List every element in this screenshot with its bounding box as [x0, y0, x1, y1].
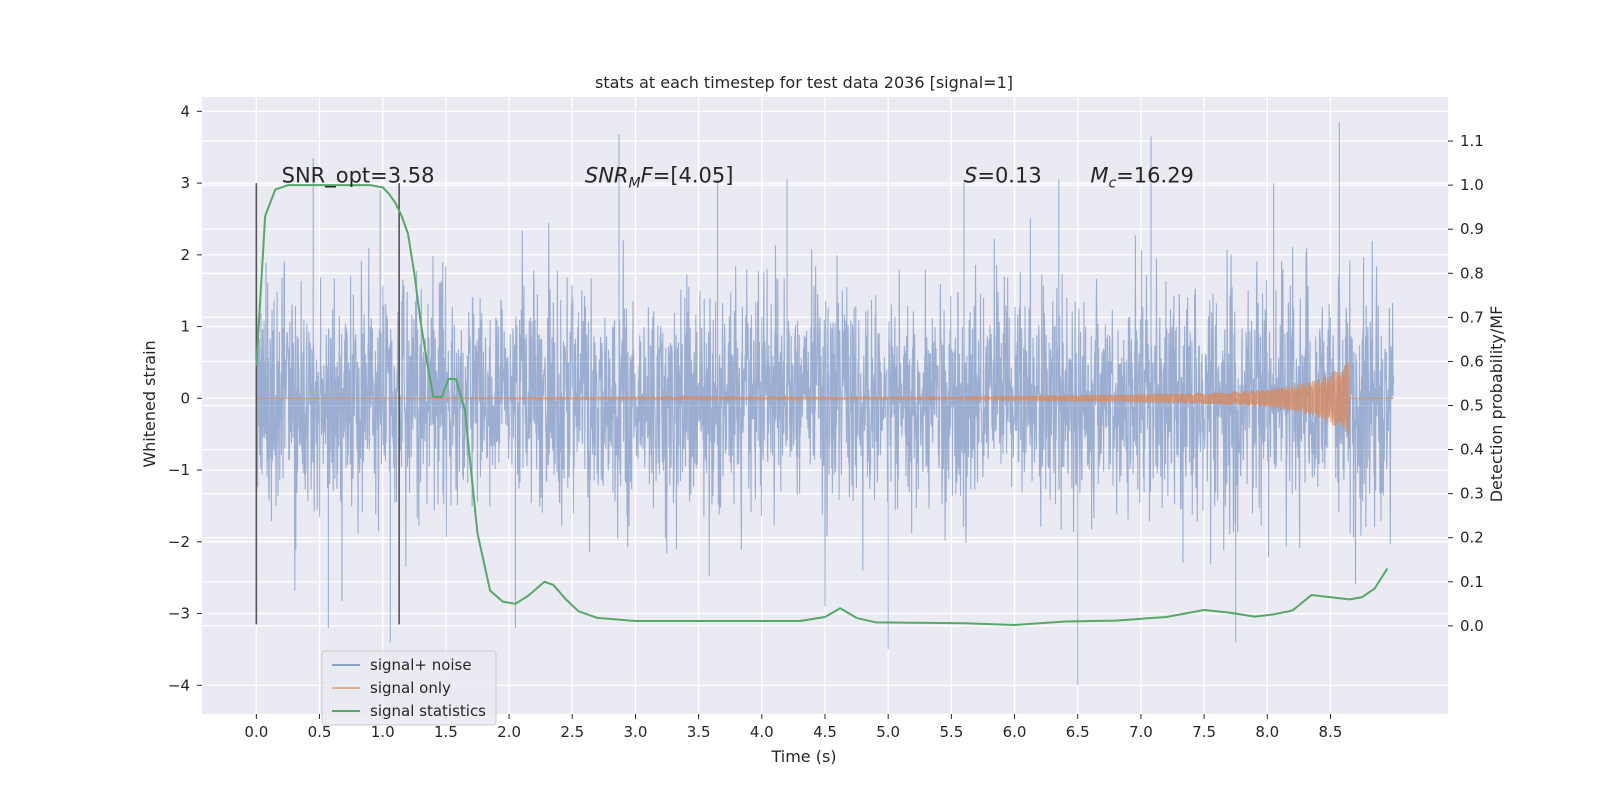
y-right-tick-label: 1.0 [1460, 176, 1484, 194]
legend-entry: signal+ noise [370, 656, 472, 674]
y-left-tick-label: 3 [180, 174, 190, 192]
annotation-1: SNR_opt=3.58 [282, 164, 435, 189]
x-tick-label: 5.5 [939, 723, 963, 741]
legend-entry: signal statistics [370, 702, 486, 720]
y-left-tick-label: −4 [168, 676, 190, 694]
series-signal-only-line [256, 361, 1394, 449]
y-axis-left-title: Whitened strain [140, 340, 159, 467]
y-left-tick-label: 2 [180, 246, 190, 264]
x-tick-label: 0.0 [244, 723, 268, 741]
y-right-tick-label: 0.9 [1460, 220, 1484, 238]
y-left-tick-label: 4 [180, 102, 190, 120]
x-tick-label: 7.5 [1192, 723, 1216, 741]
y-right-tick-label: 0.0 [1460, 617, 1484, 635]
y-right-tick-label: 0.1 [1460, 573, 1484, 591]
x-tick-label: 1.0 [371, 723, 395, 741]
x-tick-label: 8.5 [1319, 723, 1343, 741]
x-tick-label: 4.0 [750, 723, 774, 741]
x-tick-label: 3.5 [687, 723, 711, 741]
x-tick-label: 3.0 [624, 723, 648, 741]
x-tick-label: 1.5 [434, 723, 458, 741]
x-tick-label: 6.0 [1003, 723, 1027, 741]
annotation-2: SNRMF=[4.05] [585, 164, 734, 192]
x-tick-label: 6.5 [1066, 723, 1090, 741]
y-right-tick-label: 1.1 [1460, 132, 1484, 150]
y-left-tick-label: −1 [168, 461, 190, 479]
legend-entry: signal only [370, 679, 451, 697]
y-right-tick-label: 0.6 [1460, 352, 1484, 370]
x-axis-title: Time (s) [770, 747, 836, 766]
y-right-tick-label: 0.4 [1460, 441, 1484, 459]
y-axis-right-title: Detection probability/MF [1487, 306, 1506, 503]
x-tick-label: 7.0 [1129, 723, 1153, 741]
y-right-tick-label: 0.5 [1460, 397, 1484, 415]
y-left-tick-label: −3 [168, 605, 190, 623]
y-right-tick-label: 0.3 [1460, 485, 1484, 503]
x-tick-label: 8.0 [1255, 723, 1279, 741]
series-signal-noise-line [255, 122, 1395, 686]
legend-box [321, 650, 497, 726]
chart-title: stats at each timestep for test data 203… [595, 73, 1013, 92]
x-tick-label: 2.5 [560, 723, 584, 741]
y-right-tick-label: 0.7 [1460, 308, 1484, 326]
y-left-tick-label: 1 [180, 318, 190, 336]
x-tick-label: 2.0 [497, 723, 521, 741]
x-tick-label: 4.5 [813, 723, 837, 741]
annotation-4: Mc=16.29 [1090, 164, 1194, 192]
y-right-tick-label: 0.2 [1460, 529, 1484, 547]
x-tick-label: 0.5 [308, 723, 332, 741]
y-left-tick-label: 0 [180, 389, 190, 407]
x-tick-label: 5.0 [876, 723, 900, 741]
y-right-tick-label: 0.8 [1460, 264, 1484, 282]
series-signal-statistics-line [255, 184, 1389, 626]
annotation-3: S=0.13 [964, 164, 1042, 188]
y-left-tick-label: −2 [168, 533, 190, 551]
